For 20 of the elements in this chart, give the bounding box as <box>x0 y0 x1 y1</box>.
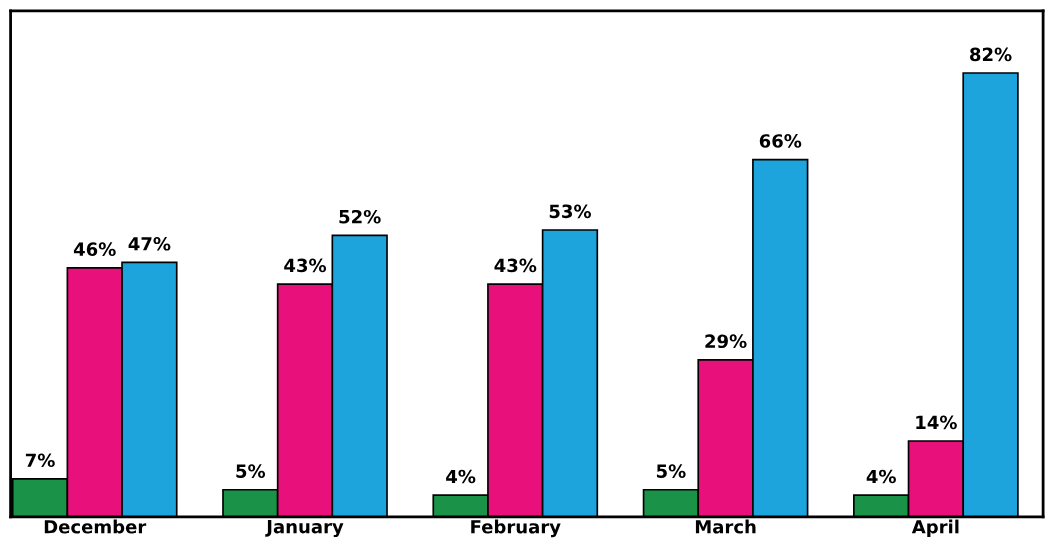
data-label: 46% <box>73 242 116 257</box>
x-tick-label: January <box>265 519 344 538</box>
data-label: 53% <box>549 204 591 219</box>
x-tick-label: December <box>44 519 147 534</box>
data-label: 82% <box>970 47 1012 62</box>
data-label: 43% <box>494 258 537 273</box>
data-label: 43% <box>284 258 327 273</box>
data-label: 5% <box>656 464 686 478</box>
data-label: 52% <box>339 209 381 224</box>
data-label: 47% <box>128 236 171 251</box>
data-label: 14% <box>916 415 957 430</box>
x-tick-label: April <box>911 519 959 538</box>
data-label: 4% <box>866 469 896 484</box>
data-label: 5% <box>236 464 266 478</box>
data-label: 66% <box>759 134 802 148</box>
x-tick-label: March <box>695 519 756 534</box>
x-tick-label: February <box>471 519 561 538</box>
data-label: 7% <box>25 453 55 468</box>
data-label: 4% <box>446 469 476 484</box>
data-label: 29% <box>705 334 747 349</box>
